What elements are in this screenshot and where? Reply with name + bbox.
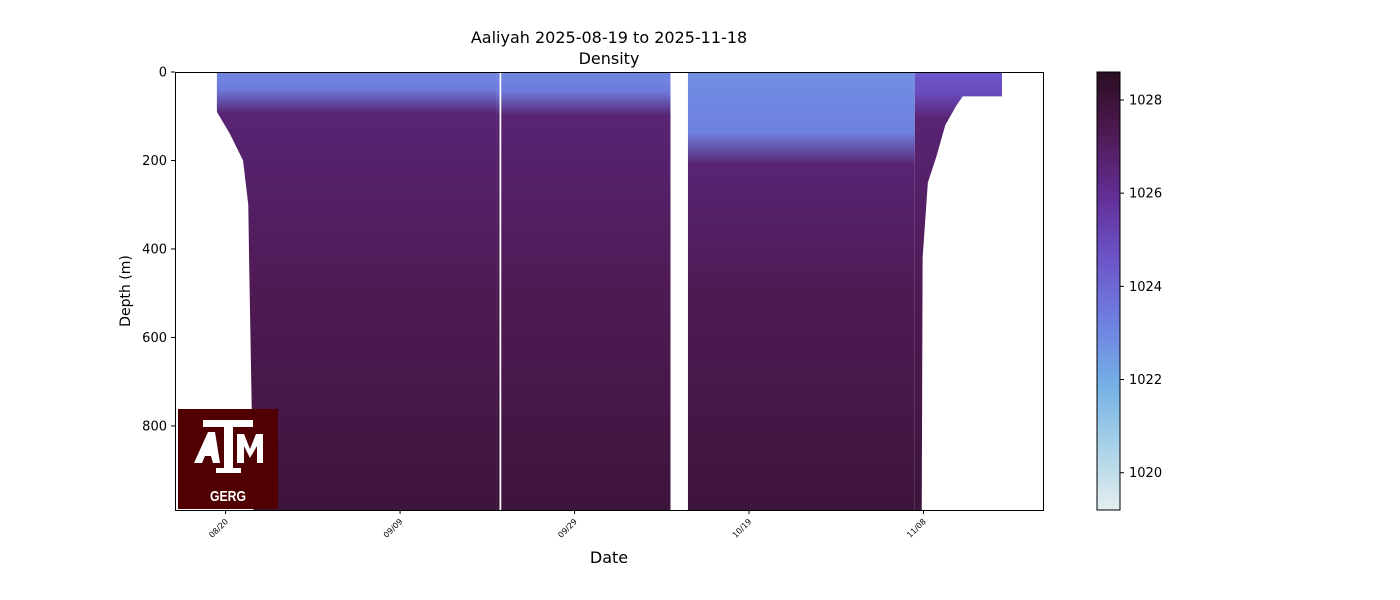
colorbar-tick-label: 1026 <box>1129 187 1162 202</box>
chart-subtitle: Density <box>579 49 640 68</box>
y-axis: 0 200 400 600 800 <box>142 66 175 434</box>
tamu-gerg-logo: GERG <box>178 409 278 509</box>
y-tick-label: 400 <box>142 242 167 257</box>
colorbar-tick-label: 1024 <box>1129 280 1162 295</box>
chart-title: Aaliyah 2025-08-19 to 2025-11-18 <box>471 28 747 47</box>
x-tick-label: 10/19 <box>731 517 754 540</box>
atm-logo-icon <box>194 420 263 473</box>
x-axis: 08/20 09/09 09/29 10/19 11/08 <box>207 510 928 540</box>
density-section <box>687 72 915 510</box>
density-heatmap <box>216 72 1002 510</box>
y-tick-label: 600 <box>142 331 167 346</box>
colorbar <box>1096 71 1121 511</box>
y-tick-label: 200 <box>142 154 167 169</box>
x-tick-label: 08/20 <box>207 517 230 540</box>
colorbar-tick-label: 1020 <box>1129 466 1162 481</box>
colorbar-axis: 1020 1022 1024 1026 1028 <box>1120 93 1162 481</box>
data-gap <box>499 72 502 510</box>
y-tick-label: 0 <box>159 66 167 81</box>
logo-text: GERG <box>210 488 246 505</box>
x-tick-label: 11/08 <box>905 517 928 540</box>
y-axis-label: Depth (m) <box>118 255 134 327</box>
x-axis-label: Date <box>590 548 628 567</box>
x-tick-label: 09/29 <box>556 517 579 540</box>
data-gap <box>670 72 684 510</box>
y-tick-label: 800 <box>142 419 167 434</box>
colorbar-tick-label: 1022 <box>1129 373 1162 388</box>
plot-frame <box>175 72 1044 511</box>
density-section <box>496 72 671 510</box>
colorbar-tick-label: 1028 <box>1129 93 1162 108</box>
plot-area <box>175 72 1043 510</box>
x-tick-label: 09/09 <box>382 517 405 540</box>
